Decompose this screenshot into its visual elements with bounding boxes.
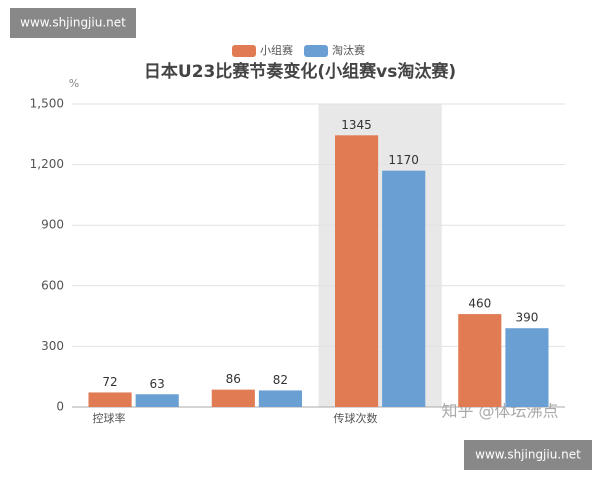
bar: [88, 392, 132, 407]
data-label: 1345: [341, 118, 372, 132]
watermark-box: [10, 8, 136, 38]
data-label: 86: [226, 372, 241, 386]
x-tick-label: 控球率: [92, 411, 125, 425]
y-tick-label: 1,500: [30, 97, 64, 111]
bar: [505, 328, 549, 407]
bar: [258, 390, 303, 407]
chart-title: 日本U23比赛节奏变化(小组赛vs淘汰赛): [144, 61, 456, 82]
y-tick-label: 900: [41, 218, 64, 232]
bar: [458, 314, 502, 407]
y-tick-label: 600: [41, 278, 64, 292]
legend-swatch: [304, 45, 328, 57]
x-tick-label: 传球次数: [333, 411, 377, 425]
y-tick-label: 0: [56, 400, 64, 414]
bar: [135, 394, 179, 407]
y-tick-label: 300: [41, 339, 64, 353]
legend-label: 小组赛: [260, 43, 293, 57]
data-label: 390: [515, 311, 538, 325]
data-label: 63: [150, 377, 165, 391]
data-label: 82: [273, 373, 288, 387]
bar: [334, 135, 379, 407]
y-unit: %: [69, 77, 79, 90]
data-label: 72: [102, 375, 117, 389]
watermark-box: [464, 440, 592, 470]
legend-label: 淘汰赛: [332, 43, 365, 57]
data-label: 460: [468, 297, 491, 311]
watermark: www.shjingjiu.net: [20, 16, 126, 30]
y-tick-label: 1,200: [30, 157, 64, 171]
watermark: www.shjingjiu.net: [475, 448, 581, 462]
data-label: 1170: [388, 153, 419, 167]
legend-swatch: [232, 45, 256, 57]
bar: [382, 170, 426, 407]
bar: [211, 389, 255, 407]
